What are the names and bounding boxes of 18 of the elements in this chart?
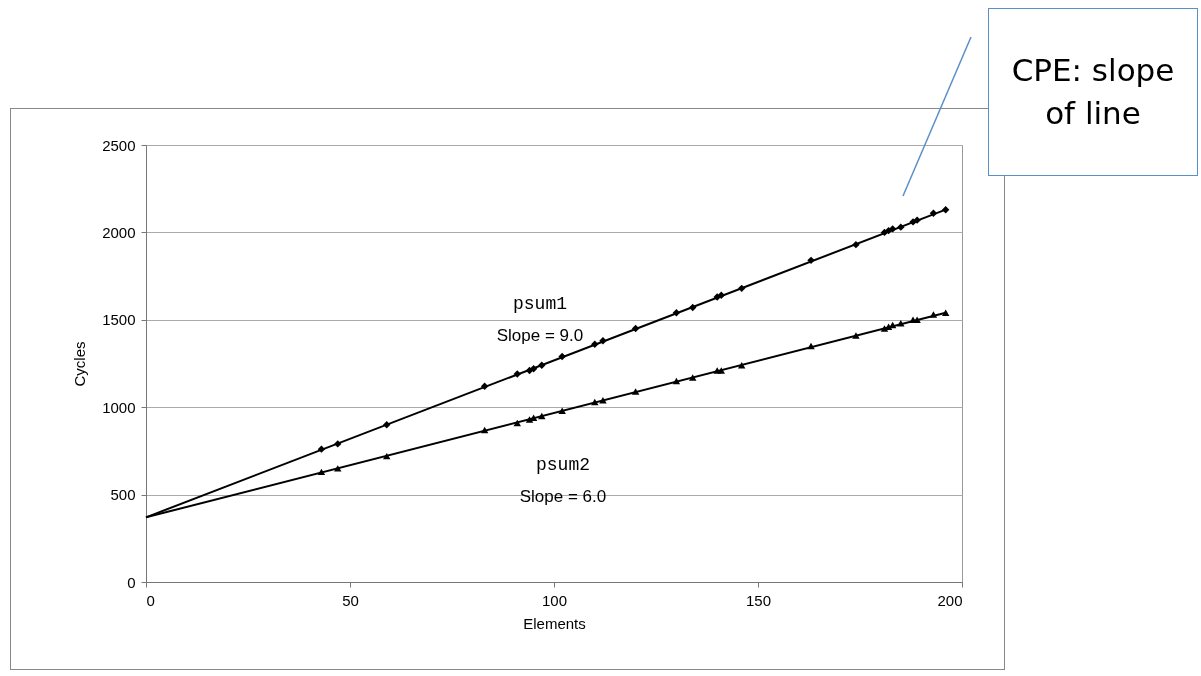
x-tick-label: 200 <box>937 591 963 609</box>
y-tick-label: 1000 <box>102 398 136 416</box>
x-axis-title: Elements <box>523 614 586 632</box>
text: psum1 <box>512 294 568 314</box>
x-tick-label: 0 <box>146 591 155 609</box>
x-tick-label: 100 <box>541 591 568 609</box>
y-tick-label: 1500 <box>102 311 136 329</box>
x-tick-label: 150 <box>745 591 772 609</box>
annotation: Slope = 6.0 <box>519 487 607 506</box>
y-tick-label: 500 <box>110 486 136 504</box>
y-tick-label: 2000 <box>102 223 136 241</box>
series-label: psum2 <box>535 455 591 475</box>
y-tick-label: 2500 <box>102 136 136 154</box>
y-tick-label: 0 <box>127 573 136 591</box>
y-axis-title: Cycles <box>71 341 89 387</box>
annotation: Slope = 9.0 <box>496 326 584 345</box>
x-tick-label: 50 <box>342 591 359 609</box>
text: CPE: slope of line <box>988 8 1198 176</box>
